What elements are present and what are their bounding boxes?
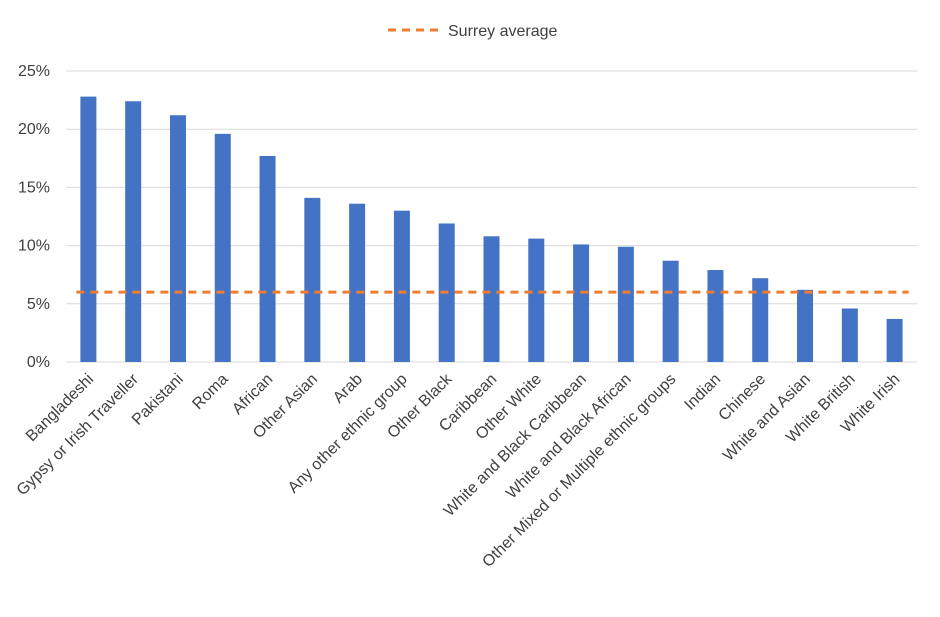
bar (214, 133, 231, 362)
bar (617, 246, 634, 362)
bar (80, 96, 97, 362)
bar (349, 203, 366, 362)
legend: Surrey average (388, 23, 557, 40)
y-axis: 0% 5% 10% 15% 20% 25% (18, 63, 50, 371)
bar (797, 289, 814, 362)
bar (259, 155, 276, 362)
x-tick-label: Arab (330, 371, 366, 407)
bar (573, 244, 590, 362)
y-tick-label: 5% (27, 296, 50, 313)
y-tick-label: 0% (27, 354, 50, 371)
bar (169, 115, 186, 363)
bar (528, 238, 545, 362)
bar (304, 197, 321, 362)
bar (841, 308, 858, 362)
x-tick-label: Roma (189, 371, 231, 413)
y-tick-label: 25% (18, 63, 50, 80)
bar (393, 210, 410, 362)
bar (662, 260, 679, 362)
bars (80, 96, 903, 363)
bar (707, 270, 724, 362)
y-tick-label: 15% (18, 179, 50, 196)
x-tick-label: Indian (681, 371, 724, 414)
bar (125, 101, 142, 362)
y-tick-label: 20% (18, 121, 50, 138)
bar (886, 318, 903, 362)
grid-lines (66, 70, 917, 363)
y-tick-label: 10% (18, 238, 50, 255)
bar (752, 278, 769, 362)
legend-average-label: Surrey average (448, 23, 557, 40)
bar (483, 236, 500, 362)
